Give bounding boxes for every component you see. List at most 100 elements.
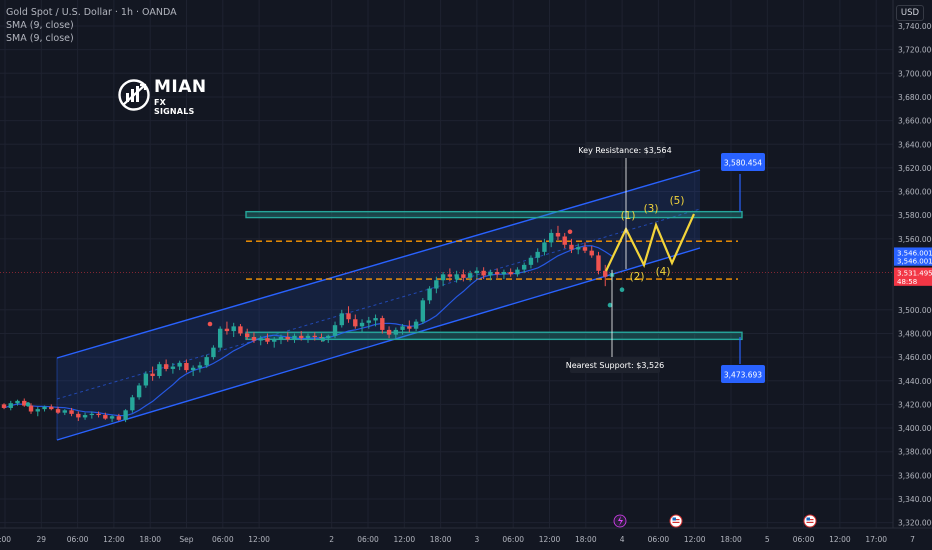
resistance-zone[interactable]: [245, 210, 743, 219]
candle[interactable]: [62, 409, 67, 416]
candle[interactable]: [562, 232, 567, 249]
candle[interactable]: [528, 255, 534, 269]
candle[interactable]: [103, 412, 108, 420]
candle[interactable]: [292, 333, 297, 343]
candle[interactable]: [380, 315, 385, 334]
event-us-flag-icon[interactable]: [803, 514, 817, 528]
event-us-flag-icon[interactable]: [669, 514, 683, 528]
candle[interactable]: [359, 319, 365, 333]
candle[interactable]: [474, 267, 480, 278]
candle[interactable]: [231, 322, 236, 337]
candle[interactable]: [366, 316, 371, 329]
candle[interactable]: [251, 332, 257, 343]
candle[interactable]: [400, 323, 405, 335]
candle[interactable]: [217, 326, 223, 351]
candle[interactable]: [28, 403, 34, 414]
candle[interactable]: [76, 411, 81, 421]
candle[interactable]: [407, 320, 412, 333]
candle[interactable]: [157, 361, 162, 379]
candle[interactable]: [163, 359, 169, 372]
candle[interactable]: [481, 267, 486, 280]
candle[interactable]: [123, 409, 128, 423]
candle[interactable]: [143, 371, 149, 388]
candle[interactable]: [488, 269, 493, 281]
candle[interactable]: [96, 411, 101, 418]
candle[interactable]: [413, 319, 419, 332]
candle[interactable]: [224, 321, 230, 335]
candle[interactable]: [603, 264, 608, 287]
ascending-channel[interactable]: [56, 169, 701, 441]
candle[interactable]: [596, 251, 601, 275]
candle[interactable]: [170, 363, 176, 374]
candle[interactable]: [8, 400, 13, 411]
indicator-sma-2[interactable]: SMA (9, close): [6, 33, 74, 44]
candle[interactable]: [353, 314, 358, 329]
candle[interactable]: [582, 242, 588, 254]
candle[interactable]: [373, 314, 378, 327]
candle[interactable]: [258, 335, 263, 346]
candle[interactable]: [494, 268, 500, 278]
candle[interactable]: [42, 405, 47, 412]
candle[interactable]: [467, 270, 473, 282]
candle[interactable]: [339, 309, 344, 328]
candle[interactable]: [434, 276, 439, 294]
candle[interactable]: [305, 333, 311, 343]
candle[interactable]: [22, 398, 27, 407]
candle[interactable]: [576, 243, 581, 255]
candle[interactable]: [461, 269, 466, 282]
wave-path[interactable]: [605, 213, 696, 272]
candle[interactable]: [35, 406, 40, 417]
indicator-sma-1[interactable]: SMA (9, close): [6, 20, 74, 31]
candle[interactable]: [272, 336, 277, 348]
candle[interactable]: [136, 383, 142, 400]
candle[interactable]: [278, 334, 284, 345]
candle[interactable]: [190, 365, 196, 377]
target-low-badge[interactable]: [721, 365, 765, 383]
candle[interactable]: [130, 394, 135, 413]
candle[interactable]: [326, 334, 331, 343]
candle[interactable]: [285, 332, 290, 342]
candle[interactable]: [204, 354, 209, 368]
candle[interactable]: [1, 403, 7, 410]
candle[interactable]: [555, 225, 561, 241]
candle[interactable]: [89, 411, 95, 419]
candle[interactable]: [515, 267, 520, 277]
candle[interactable]: [447, 268, 453, 282]
candle[interactable]: [177, 360, 182, 371]
candle[interactable]: [386, 326, 392, 339]
candle[interactable]: [312, 332, 317, 341]
candle[interactable]: [508, 268, 513, 277]
currency-selector[interactable]: USD: [896, 5, 924, 21]
candle[interactable]: [569, 238, 574, 254]
candle[interactable]: [49, 404, 54, 411]
candle[interactable]: [535, 248, 540, 263]
candle[interactable]: [346, 306, 351, 323]
candle[interactable]: [116, 413, 122, 421]
candle[interactable]: [420, 297, 426, 324]
target-high-badge[interactable]: [721, 153, 765, 171]
candle[interactable]: [184, 359, 189, 373]
candle[interactable]: [521, 262, 527, 274]
candle[interactable]: [150, 366, 155, 381]
candle[interactable]: [82, 412, 88, 420]
candle[interactable]: [15, 399, 20, 406]
candle[interactable]: [427, 286, 432, 304]
candle[interactable]: [501, 269, 507, 280]
candle[interactable]: [393, 327, 399, 339]
candle[interactable]: [238, 323, 243, 336]
candle[interactable]: [265, 333, 270, 345]
candle[interactable]: [440, 271, 446, 287]
candle[interactable]: [589, 245, 594, 258]
candle[interactable]: [211, 345, 216, 360]
candle[interactable]: [542, 238, 547, 256]
candle[interactable]: [197, 361, 203, 373]
candle[interactable]: [55, 406, 61, 414]
candle[interactable]: [69, 407, 74, 417]
candle[interactable]: [332, 321, 338, 339]
candle[interactable]: [549, 229, 554, 248]
candle[interactable]: [299, 331, 304, 341]
candle[interactable]: [109, 415, 115, 423]
symbol-title[interactable]: Gold Spot / U.S. Dollar · 1h · OANDA: [6, 7, 177, 18]
candle[interactable]: [245, 328, 250, 340]
